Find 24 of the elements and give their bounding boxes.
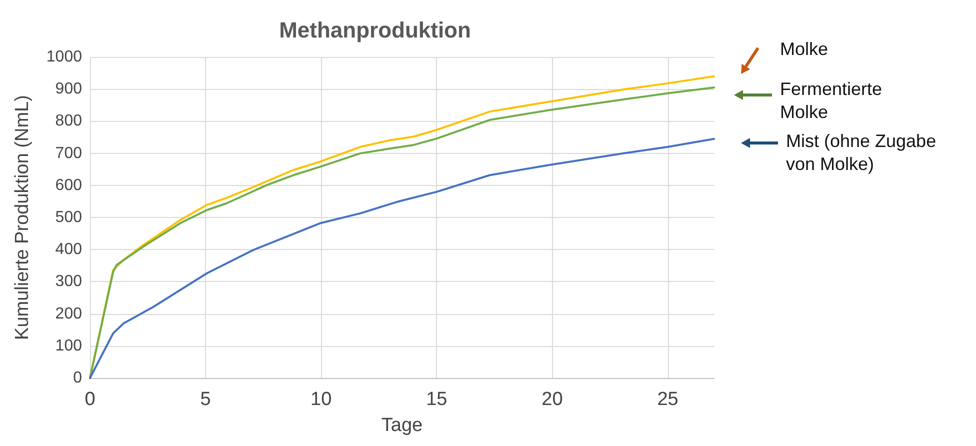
x-tick-label: 15 [426,389,448,410]
y-tick-label: 800 [55,112,82,130]
y-tick-label: 900 [55,80,82,98]
x-tick-label: 0 [84,389,96,410]
y-tick-label: 300 [55,273,82,290]
y-tick-label: 1000 [46,48,82,66]
y-axis-title: Kumulierte Produktion (NmL) [12,95,33,340]
x-tick-label: 25 [657,389,678,410]
x-tick-label: 10 [310,389,332,410]
line-series [89,138,715,379]
y-tick-label: 600 [55,176,82,194]
y-tick-label: 500 [55,209,82,226]
x-axis-title: Tage [381,415,423,436]
x-tick-label: 20 [542,389,563,410]
x-tick-label: 5 [200,389,211,410]
text: Molke [780,38,830,61]
y-tick-label: 400 [55,241,82,258]
y-tick-label: 0 [73,370,82,386]
y-tick-label: 200 [55,305,82,322]
text: Mist (ohne Zugabe von Molke) [786,130,938,176]
text: Fermentierte Molke [780,78,884,124]
y-tick-label: 100 [55,337,82,354]
y-tick-label: 700 [55,144,82,162]
chart-title: Methanproduktion [279,18,471,42]
